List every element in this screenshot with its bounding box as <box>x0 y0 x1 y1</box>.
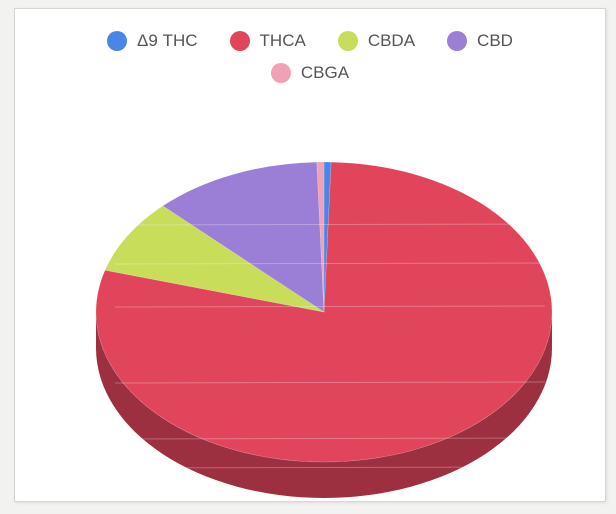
legend-item-cbda[interactable]: CBDA <box>337 31 416 51</box>
legend-swatch-cbga <box>270 63 291 83</box>
scan-sheen-line <box>114 437 546 440</box>
legend-label-d9thc: Δ9 THC <box>137 31 198 50</box>
pie-sheen-layer <box>114 223 546 469</box>
legend-swatch-d9thc <box>107 31 128 51</box>
legend-row-2: CBGA <box>15 57 605 89</box>
pie-slice-cbga[interactable] <box>316 161 325 313</box>
legend-swatch-cbda <box>337 31 358 51</box>
scan-sheen-line <box>114 381 546 384</box>
scan-sheen-line <box>114 223 546 226</box>
legend-swatch-thca <box>229 31 250 51</box>
pie-chart <box>95 161 553 498</box>
legend-item-cbga[interactable]: CBGA <box>270 63 350 83</box>
scan-sheen-line <box>114 262 546 265</box>
scan-sheen-line <box>114 466 546 469</box>
legend-item-d9thc[interactable]: Δ9 THC <box>107 31 198 51</box>
legend-label-cbd: CBD <box>477 31 513 50</box>
pie-slice-9thc[interactable] <box>323 161 332 313</box>
legend-swatch-cbd <box>447 31 468 51</box>
legend-item-cbd[interactable]: CBD <box>447 31 513 51</box>
chart-legend: Δ9 THC THCA CBDA CBD CBGA <box>15 25 605 89</box>
legend-label-cbga: CBGA <box>300 63 350 82</box>
pie-slice-cbda[interactable] <box>104 205 325 313</box>
pie-slice-thca[interactable] <box>95 161 553 463</box>
chart-card: Δ9 THC THCA CBDA CBD CBGA <box>14 8 606 502</box>
pie-side-thca <box>96 312 552 498</box>
pie-slice-cbd[interactable] <box>162 161 325 313</box>
legend-label-cbda: CBDA <box>367 31 416 50</box>
scan-sheen-line <box>114 305 546 308</box>
legend-row-1: Δ9 THC THCA CBDA CBD <box>15 25 605 57</box>
legend-item-thca[interactable]: THCA <box>229 31 306 51</box>
pie-slices-layer <box>95 161 553 463</box>
pie-depth-layer <box>96 312 552 498</box>
legend-label-thca: THCA <box>259 31 306 50</box>
